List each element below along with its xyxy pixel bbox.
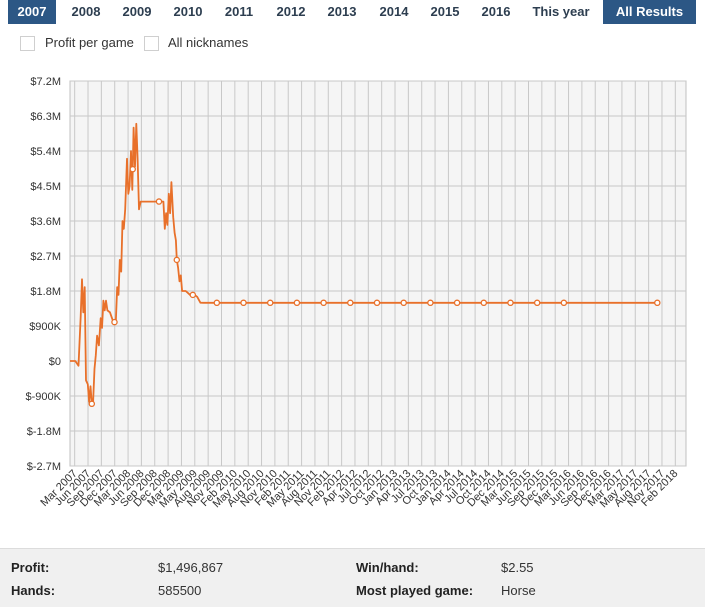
data-point	[266, 299, 274, 307]
y-tick-label: $-900K	[26, 391, 62, 403]
data-point	[507, 299, 514, 307]
data-point	[129, 165, 136, 173]
tab-all-results[interactable]: All Results	[603, 0, 696, 24]
plot-area	[69, 80, 687, 467]
profit-per-game-label[interactable]: Profit per game	[45, 35, 134, 50]
data-point	[480, 299, 488, 307]
y-tick-label: $-2.7M	[27, 461, 61, 473]
data-point	[293, 299, 301, 307]
tab-2009[interactable]: 2009	[122, 4, 152, 19]
data-point	[453, 299, 461, 307]
data-point	[173, 256, 181, 264]
profit-line-chart: $-2.7M $-1.8M $-900K $0 $900K $1.8M $2.7M $3.6M…	[26, 76, 687, 510]
data-point	[88, 400, 96, 408]
y-tick-label: $3.6M	[30, 216, 61, 228]
data-point	[654, 299, 661, 307]
y-tick-label: $1.8M	[30, 286, 61, 298]
y-tick-label: $900K	[29, 321, 61, 333]
stats-panel: Profit: $1,496,867 Hands: 585500 Win/han…	[0, 548, 705, 607]
tab-2016[interactable]: 2016	[481, 4, 511, 19]
data-point	[347, 299, 354, 307]
profit-label: Profit:	[11, 560, 50, 575]
profit-value: $1,496,867	[158, 560, 224, 575]
data-point	[533, 299, 541, 307]
data-point	[373, 299, 381, 307]
data-point	[427, 299, 434, 307]
tab-2011[interactable]: 2011	[224, 4, 254, 19]
y-tick-label: $4.5M	[30, 181, 61, 193]
hands-value: 585500	[158, 583, 202, 598]
year-tabs: 2007 2008 2009 2010 2011 2012 2013 2014 …	[0, 0, 705, 24]
win-per-hand-value: $2.55	[501, 560, 534, 575]
y-tick-label: $5.4M	[30, 146, 61, 158]
data-point	[111, 318, 118, 326]
tab-2012[interactable]: 2012	[276, 4, 306, 19]
data-point	[189, 291, 197, 299]
profit-chart: $-2.7M $-1.8M $-900K $0 $900K $1.8M $2.7M $3.6M…	[0, 64, 705, 544]
tab-2007[interactable]: 2007	[8, 0, 56, 24]
tab-2013[interactable]: 2013	[327, 4, 357, 19]
data-point	[155, 198, 163, 205]
tab-2014[interactable]: 2014	[379, 4, 409, 19]
all-nicknames-label[interactable]: All nicknames	[168, 35, 249, 50]
y-tick-label: $-1.8M	[27, 426, 61, 438]
profit-line	[70, 122, 658, 405]
all-nicknames-checkbox[interactable]	[144, 36, 159, 51]
data-point	[240, 299, 247, 307]
hands-label: Hands:	[11, 583, 56, 598]
y-tick-label: $7.2M	[30, 76, 61, 88]
y-tick-label: $6.3M	[30, 111, 61, 123]
most-played-game-label: Most played game:	[356, 583, 474, 598]
y-tick-label: $2.7M	[30, 251, 61, 263]
tab-2015[interactable]: 2015	[430, 4, 460, 19]
y-tick-label: $0	[49, 356, 61, 368]
data-point	[320, 299, 327, 307]
tab-this-year[interactable]: This year	[532, 4, 590, 19]
profit-per-game-checkbox[interactable]	[20, 36, 35, 51]
tab-2008[interactable]: 2008	[71, 4, 101, 19]
data-point	[213, 299, 221, 307]
win-per-hand-label: Win/hand:	[356, 560, 419, 575]
data-point	[400, 299, 407, 307]
most-played-game-value: Horse	[501, 583, 536, 598]
data-point	[560, 299, 568, 307]
tab-2010[interactable]: 2010	[173, 4, 203, 19]
